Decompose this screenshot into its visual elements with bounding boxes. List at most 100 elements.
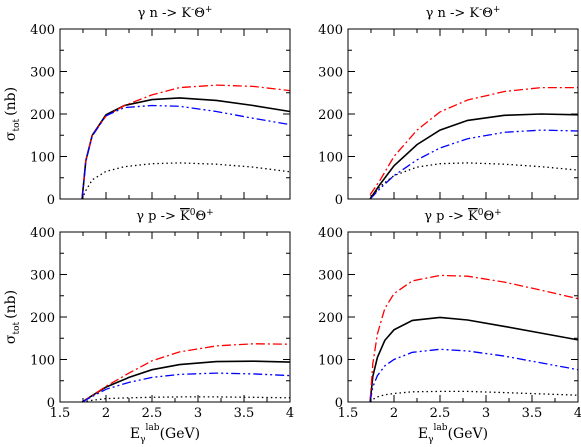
title-reaction: γ p -> [136,209,180,224]
series-3-line [369,129,579,200]
y-tick-label: 100 [318,354,343,369]
x-tick-label-text: 3.5 [522,406,543,421]
x-tick-label-text: 2 [390,406,398,421]
x-axis-superscript: lab [146,423,160,433]
y-axis-unit: (nb) [3,87,19,116]
chart-panel-1: 0 100 200 300 400 γ n -> K-Θ+ σtot (nb) [3,5,291,208]
title-theta-charge: + [493,5,501,15]
y-tick-label-text: 100 [318,151,343,166]
series-4-line [81,396,291,403]
y-axis-unit: (nb) [3,290,19,319]
y-tick-label-text: 400 [30,226,55,241]
title-reaction: γ p -> [424,209,468,224]
title-kaon: K [180,209,190,224]
x-tick-label-text: 3.5 [234,406,255,421]
y-tick-label: 200 [30,311,55,326]
x-tick-label: 1.5 [338,406,359,421]
x-tick-label-text: 1.5 [50,406,71,421]
y-tick-label: 200 [30,108,55,123]
y-tick-label-text: 400 [318,226,343,241]
y-tick-label-text: 100 [30,354,55,369]
y-axis-title: σtot (nb) [3,290,22,344]
x-tick-label: 3 [194,406,202,421]
title-theta: Θ [196,209,207,224]
y-tick-label-text: 300 [318,66,343,81]
y-tick-label-text: 400 [318,23,343,38]
series-2-line [369,274,579,403]
x-tick-label: 2.5 [430,406,451,421]
y-axis-symbol: σ [3,334,19,344]
x-axis-symbol: E [418,426,428,442]
x-tick-label-text: 2 [102,406,110,421]
panel-title: γ n -> K-Θ+ [138,5,213,21]
x-tick-label: 2.5 [142,406,163,421]
y-tick-label-text: 0 [335,193,343,208]
y-tick-label-text: 300 [30,269,55,284]
x-tick-label: 3 [482,406,490,421]
x-tick-label: 2 [102,406,110,421]
x-tick-label-text: 3 [482,406,490,421]
y-tick-label: 0 [335,193,343,208]
x-tick-label: 3.5 [522,406,543,421]
series-4-line [369,162,579,200]
y-tick-label-text: 200 [30,108,55,123]
x-axis-unit: (GeV) [448,426,489,442]
chart-panel-2: 0 100 200 300 400 γ n -> K-Θ+ [318,5,579,208]
y-tick-label: 0 [47,193,55,208]
y-tick-label: 400 [30,226,55,241]
panel-title: γ p -> K0Θ+ [424,208,501,224]
series-2-line [81,343,291,403]
title-kaon-charge: 0 [478,208,484,218]
x-axis-symbol: E [130,426,140,442]
y-axis-title: σtot (nb) [3,87,22,141]
y-tick-label-text: 200 [318,311,343,326]
title-kaon-charge: - [479,5,482,15]
plot-frame [59,231,291,403]
series-3-line [81,372,291,403]
series-2-line [369,86,578,196]
y-tick-label-text: 200 [318,108,343,123]
y-tick-label: 200 [318,108,343,123]
x-axis-title: Eγlab(GeV) [418,423,488,445]
x-tick-label: 1.5 [50,406,71,421]
x-tick-label-text: 4 [574,406,581,421]
y-tick-label: 300 [318,66,343,81]
y-tick-label: 0 [335,396,343,411]
title-theta-charge: + [205,5,213,15]
x-tick-label-text: 4 [286,406,294,421]
y-tick-label: 100 [30,151,55,166]
panel-title: γ p -> K0Θ+ [136,208,213,224]
x-tick-label: 2 [390,406,398,421]
chart-panel-3: 0 100 200 300 400 1.5 2 2.5 3 3.5 4 γ p -> K0Θ+ σtot… [3,208,294,445]
series-2-line [81,84,291,200]
y-tick-label: 300 [318,269,343,284]
title-theta-charge: + [494,208,502,218]
x-axis-subscript: γ [140,435,145,445]
y-tick-label-text: 0 [47,396,55,411]
y-tick-label: 400 [318,23,343,38]
y-tick-label: 200 [318,311,343,326]
plot-frame [59,28,291,200]
y-axis-subscript: tot [12,118,22,131]
series-4-line [369,390,579,403]
title-reaction: γ n -> K [138,6,192,21]
title-kaon: K [468,209,478,224]
series-3-line [369,348,579,403]
x-tick-label: 3.5 [234,406,255,421]
x-axis-subscript: γ [428,435,433,445]
panel-title: γ n -> K-Θ+ [426,5,501,21]
x-axis-unit: (GeV) [160,426,201,442]
chart-panel-4: 0 100 200 300 400 1.5 2 2.5 3 3.5 4 γ p -> K0Θ+ Eγla… [318,208,581,445]
y-tick-label: 400 [30,23,55,38]
series-4-line [81,162,291,200]
y-tick-label-text: 300 [30,66,55,81]
y-axis-symbol: σ [3,131,19,141]
title-kaon-charge: - [191,5,194,15]
x-tick-label: 4 [574,406,581,421]
x-tick-label-text: 2.5 [430,406,451,421]
y-tick-label-text: 400 [30,23,55,38]
title-reaction: γ n -> K [426,6,480,21]
y-tick-label-text: 100 [30,151,55,166]
title-kaon-charge: 0 [190,208,196,218]
series-3-line [81,104,291,200]
